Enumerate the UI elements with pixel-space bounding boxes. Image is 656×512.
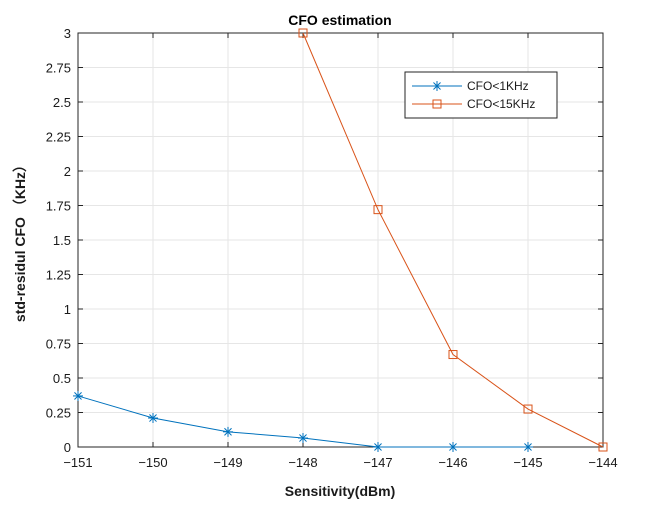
asterisk-stroke bbox=[74, 392, 82, 400]
series-layer bbox=[73, 28, 608, 452]
y-tick-label: 0 bbox=[64, 440, 71, 455]
legend-label-cfo-1khz: CFO<1KHz bbox=[467, 79, 529, 93]
asterisk-stroke bbox=[224, 427, 232, 436]
y-tick-label: 0.25 bbox=[46, 406, 71, 421]
data-point-asterisk bbox=[523, 442, 533, 452]
legend-asterisk bbox=[432, 81, 442, 91]
data-point-asterisk bbox=[73, 390, 83, 401]
y-tick-label: 2.25 bbox=[46, 130, 71, 145]
data-point-square bbox=[523, 404, 533, 414]
asterisk-stroke bbox=[149, 414, 157, 422]
x-tick-label: −148 bbox=[288, 455, 317, 470]
x-axis-title: Sensitivity(dBm) bbox=[285, 483, 395, 499]
legend-marker-cfo-1khz bbox=[432, 81, 442, 91]
data-point-asterisk bbox=[148, 413, 158, 424]
data-point-asterisk bbox=[298, 433, 308, 444]
y-tick-label: 1.25 bbox=[46, 268, 71, 283]
x-tick-labels: −151 −150 −149 −148 −147 −146 −145 −144 bbox=[63, 455, 617, 470]
x-tick-label: −146 bbox=[438, 455, 467, 470]
y-tick-label: 1.5 bbox=[53, 233, 71, 248]
y-tick-label: 2 bbox=[64, 164, 71, 179]
asterisk-stroke bbox=[433, 82, 441, 90]
chart-title: CFO estimation bbox=[288, 12, 391, 28]
x-tick-label: −144 bbox=[588, 455, 617, 470]
asterisk-stroke bbox=[299, 434, 307, 442]
x-tick-label: −151 bbox=[63, 455, 92, 470]
y-axis-title: std-residul CFO （KHz） bbox=[12, 158, 28, 322]
data-point-square bbox=[448, 350, 458, 360]
y-tick-label: 0.5 bbox=[53, 371, 71, 386]
legend-square bbox=[432, 99, 442, 109]
series-0 bbox=[73, 390, 533, 452]
y-tick-labels: 0 0.25 0.5 0.75 1 1.25 1.5 1.75 2 2.25 2.5 2.75 3 bbox=[46, 26, 71, 455]
y-tick-label: 2.75 bbox=[46, 61, 71, 76]
x-tick-label: −149 bbox=[213, 455, 242, 470]
legend-marker-cfo-15khz bbox=[432, 99, 442, 109]
data-point-square bbox=[598, 442, 608, 452]
y-tick-label: 1 bbox=[64, 302, 71, 317]
data-point-square bbox=[373, 205, 383, 215]
asterisk-stroke bbox=[524, 443, 532, 451]
asterisk-stroke bbox=[374, 443, 382, 451]
y-tick-label: 2.5 bbox=[53, 95, 71, 110]
series-1 bbox=[298, 28, 608, 452]
y-tick-label: 0.75 bbox=[46, 337, 71, 352]
asterisk-stroke bbox=[449, 443, 457, 451]
series-line-1 bbox=[302, 32, 604, 448]
legend-label-cfo-15khz: CFO<15KHz bbox=[467, 97, 535, 111]
x-tick-label: −145 bbox=[513, 455, 542, 470]
y-tick-label: 1.75 bbox=[46, 199, 71, 214]
y-tick-label: 3 bbox=[64, 26, 71, 41]
x-tick-label: −150 bbox=[138, 455, 167, 470]
legend-box bbox=[404, 71, 558, 119]
data-point-asterisk bbox=[448, 442, 458, 452]
data-point-asterisk bbox=[223, 426, 233, 437]
data-point-square bbox=[298, 28, 308, 38]
x-tick-label: −147 bbox=[363, 455, 392, 470]
data-point-asterisk bbox=[373, 442, 383, 452]
legend: CFO<1KHz CFO<15KHz bbox=[404, 71, 558, 119]
